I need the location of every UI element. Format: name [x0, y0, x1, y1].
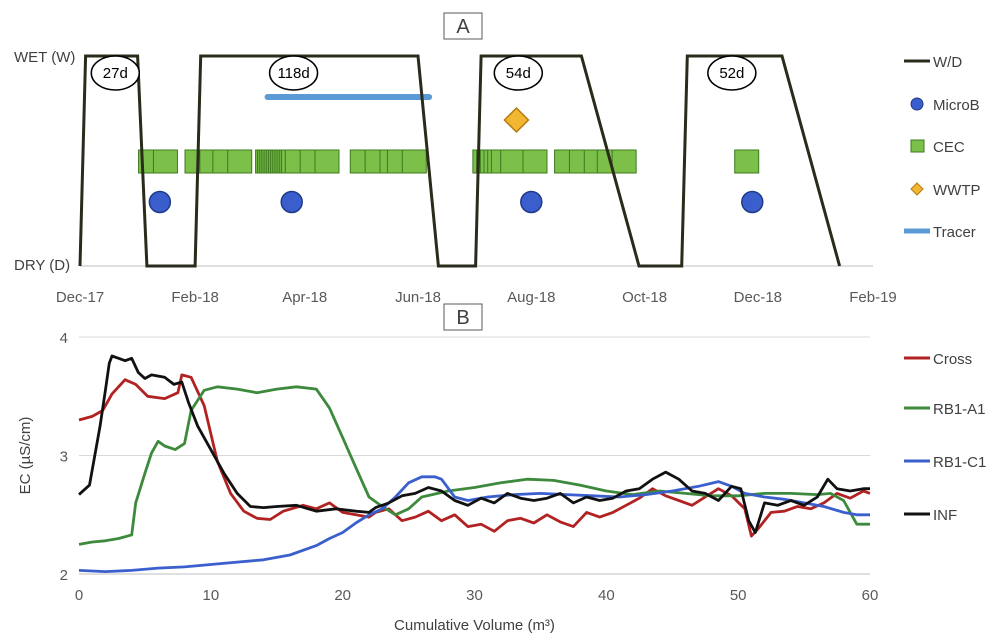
panel-label: B [456, 307, 469, 329]
duration-ellipse [707, 55, 757, 91]
duration-label: 54d [506, 65, 531, 82]
panel-label: A [456, 16, 470, 38]
duration-ellipse [90, 55, 141, 91]
cec-marker [611, 149, 637, 174]
panel-label-box [443, 303, 483, 331]
x-tick-label: Feb-18 [171, 289, 219, 306]
y-label-dry: DRY (D) [14, 257, 70, 274]
microb-marker [148, 190, 172, 214]
cec-marker [522, 149, 548, 174]
legend-label: MicroB [933, 97, 980, 114]
x-tick-label: 20 [334, 587, 351, 604]
series-line-rb1-a1 [78, 385, 870, 546]
wwtp-marker [503, 106, 530, 134]
x-tick-label: Oct-18 [622, 289, 667, 306]
x-tick-label: Apr-18 [282, 289, 327, 306]
y-label-wet: WET (W) [14, 49, 75, 66]
x-tick-label: 60 [862, 587, 879, 604]
series-line-rb1-c1 [78, 475, 870, 573]
y-axis-title: EC (µS/cm) [17, 417, 34, 495]
cec-marker [734, 149, 760, 174]
y-tick-label: 3 [60, 449, 68, 466]
duration-label: 27d [103, 65, 128, 82]
x-axis-title: Cumulative Volume (m³) [394, 617, 555, 634]
y-tick-label: 4 [60, 330, 68, 347]
legend-swatch-wwtp [910, 182, 924, 196]
x-tick-label: Jun-18 [395, 289, 441, 306]
duration-label: 118d [277, 65, 309, 82]
series-line-inf [78, 354, 870, 534]
cec-marker [152, 149, 178, 174]
legend-label: WWTP [933, 182, 980, 199]
cec-marker [314, 149, 340, 174]
panel-a: A WET (W) DRY (D) Dec-17 Feb-18 Apr-18 Jun-18 A… [14, 12, 980, 306]
legend-label: RB1-A1 [933, 401, 986, 418]
legend-label: Tracer [933, 224, 976, 241]
legend-label: RB1-C1 [933, 454, 986, 471]
microb-marker [741, 190, 764, 214]
cec-marker [500, 149, 526, 174]
cec-marker [227, 149, 253, 174]
y-tick-label: 2 [60, 567, 68, 584]
x-tick-label: Dec-17 [56, 289, 104, 306]
panel-label-box [443, 12, 483, 40]
x-tick-label: Dec-18 [734, 289, 782, 306]
x-tick-label: 40 [598, 587, 615, 604]
x-tick-label: 30 [466, 587, 483, 604]
x-tick-label: Feb-19 [849, 289, 897, 306]
legend-swatch-cec [910, 139, 925, 153]
legend-label: W/D [933, 54, 962, 71]
x-tick-label: 10 [202, 587, 219, 604]
legend-label: INF [933, 507, 957, 524]
microb-marker [280, 190, 303, 214]
legend-swatch-microb [910, 97, 924, 111]
x-tick-label: 0 [75, 587, 83, 604]
duration-ellipse [268, 55, 319, 91]
cec-marker [401, 149, 427, 174]
legend-label: CEC [933, 139, 965, 156]
legend-label: Cross [933, 351, 972, 368]
duration-ellipse [493, 55, 544, 91]
microb-marker [520, 190, 543, 214]
x-tick-label: Aug-18 [507, 289, 555, 306]
wd-line [78, 54, 842, 268]
duration-label: 52d [719, 65, 744, 82]
x-tick-label: 50 [730, 587, 747, 604]
